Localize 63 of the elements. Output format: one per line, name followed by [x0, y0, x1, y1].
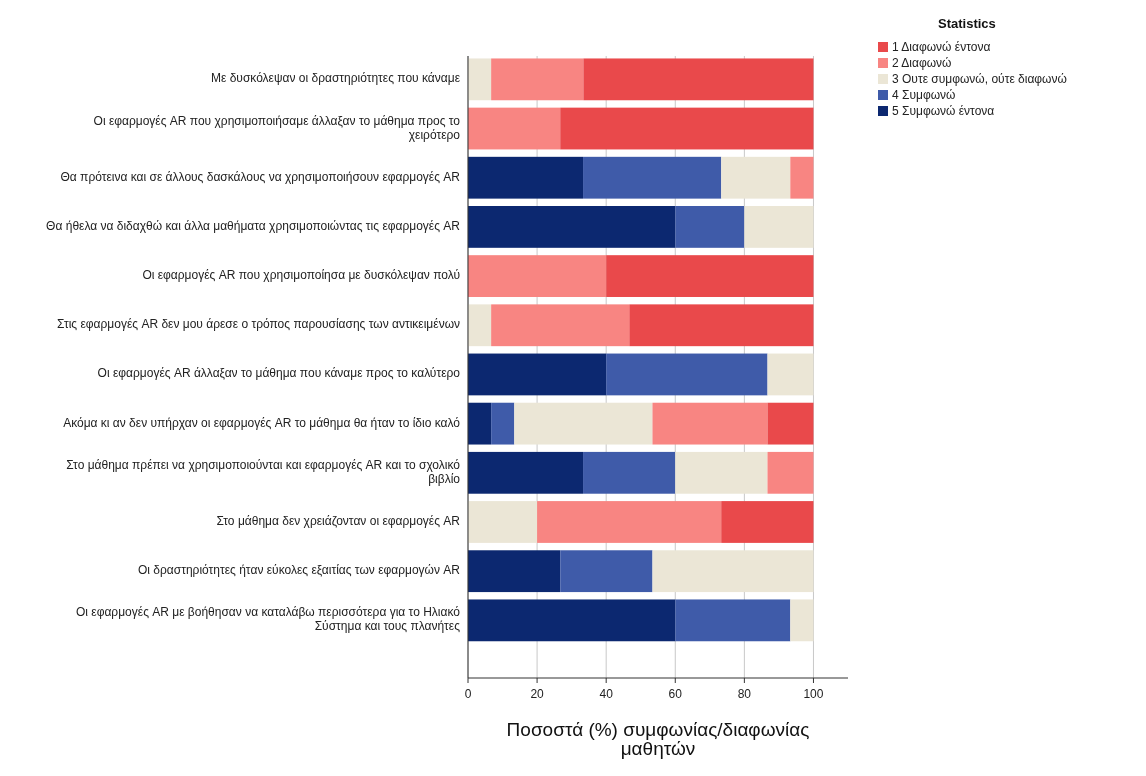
legend-label: 1 Διαφωνώ έντονα [892, 40, 991, 54]
legend-title: Statistics [938, 16, 996, 31]
y-tick-label: Οι εφαρμογές AR με βοήθησαν να καταλάβω περισσότερα για το Ηλιακό Σύστημα και τους πλανήτες [75, 605, 461, 634]
legend-label: 3 Ουτε συμφωνώ, ούτε διαφωνώ [892, 72, 1067, 86]
bar [675, 206, 745, 248]
bar [767, 402, 814, 445]
bar [468, 451, 584, 494]
bar [652, 402, 768, 445]
bar [468, 58, 492, 101]
bar [606, 353, 768, 396]
y-tick-label: Στις εφαρμογές AR δεν μου άρεσε ο τρόπος παρουσίασης των αντικειμένων [57, 317, 460, 332]
bar [721, 501, 814, 543]
bar [583, 156, 722, 199]
bar [790, 599, 814, 642]
bar [468, 353, 607, 396]
bar [675, 451, 768, 494]
legend-label: 4 Συμφωνώ [892, 88, 956, 102]
bar [606, 255, 814, 297]
y-tick-label: Οι εφαρμογές AR που χρησιμοποίησα με δυσκόλεψαν πολύ [142, 268, 460, 283]
bar [468, 107, 561, 150]
bar [468, 304, 492, 347]
bar [468, 501, 538, 543]
x-tick-label: 0 [464, 687, 472, 701]
legend-label: 5 Συμφωνώ έντονα [892, 104, 995, 118]
legend-label: 2 Διαφωνώ [892, 56, 952, 70]
x-tick-label: 60 [668, 687, 683, 701]
y-tick-label: Με δυσκόλεψαν οι δραστηριότητες που κάναμε [210, 71, 461, 86]
x-tick-label: 20 [530, 687, 545, 701]
bar [491, 304, 630, 347]
bar [583, 58, 814, 101]
bar [583, 451, 676, 494]
bar [675, 599, 791, 642]
y-tick-label: Οι δραστηριότητες ήταν εύκολες εξαιτίας των εφαρμογών AR [137, 563, 461, 578]
bar [767, 451, 814, 494]
y-tick-label: Θα πρότεινα και σε άλλους δασκάλους να χρησιμοποιήσουν εφαρμογές AR [60, 169, 461, 184]
bar [468, 156, 584, 199]
bar [629, 304, 814, 347]
y-tick-label: Οι εφαρμογές AR άλλαξαν το μάθημα που κάναμε προς το καλύτερο [97, 366, 461, 381]
x-tick-label: 80 [737, 687, 752, 701]
y-tick-label: Στο μάθημα δεν χρειάζονταν οι εφαρμογές AR [216, 514, 461, 529]
bar [468, 550, 561, 593]
bar [468, 402, 492, 445]
bar [468, 255, 607, 297]
bar [767, 353, 814, 396]
bar [537, 501, 722, 543]
y-tick-label: Ακόμα κι αν δεν υπήρχαν οι εφαρμογές AR το μάθημα θα ήταν το ίδιο καλό [63, 415, 461, 430]
y-tick-label: Οι εφαρμογές AR που χρησιμοποιήσαμε άλλαξαν το μάθημα προς το χειρότερο [93, 113, 461, 142]
bar [491, 58, 584, 101]
y-tick-label: Θα ήθελα να διδαχθώ και άλλα μαθήματα χρησιμοποιώντας τις εφαρμογές AR [46, 219, 461, 234]
x-tick-label: 100 [803, 687, 824, 701]
bar [744, 206, 814, 248]
bar [790, 156, 814, 199]
bar [560, 550, 653, 593]
x-axis-title: Ποσοστά (%) συμφωνίας/διαφωνίας μαθητών [506, 719, 810, 759]
bar [514, 402, 653, 445]
bar [468, 206, 676, 248]
bar [491, 402, 515, 445]
bar [468, 599, 676, 642]
bar [721, 156, 791, 199]
x-tick-label: 40 [599, 687, 614, 701]
y-tick-label: Στο μάθημα πρέπει να χρησιμοποιούνται και εφαρμογές AR και το σχολικό βιβλίο [66, 457, 461, 486]
bar [560, 107, 814, 150]
bar [652, 550, 814, 593]
